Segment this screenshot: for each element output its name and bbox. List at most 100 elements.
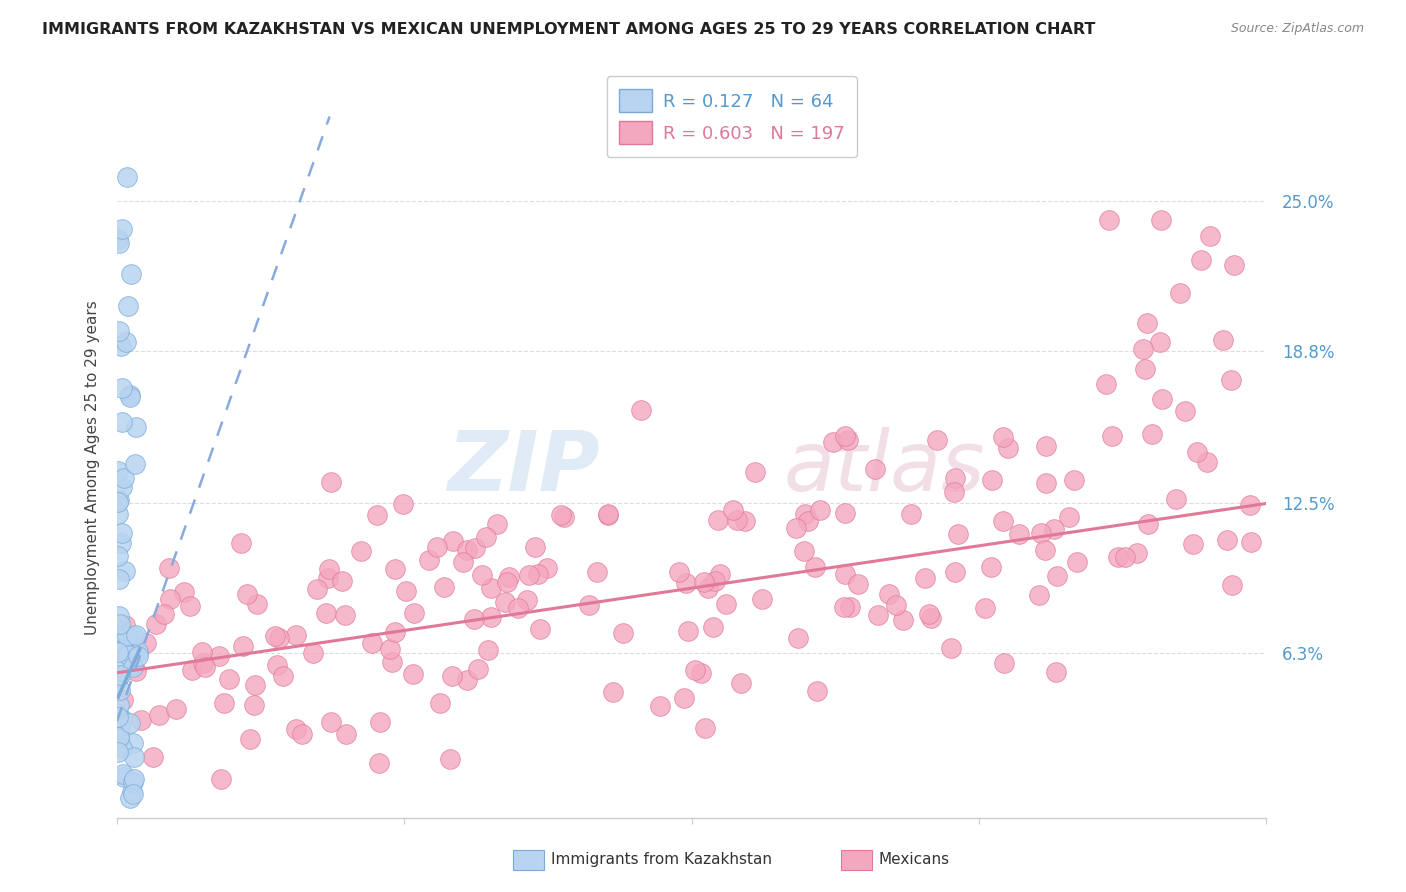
Point <box>381 655 404 669</box>
Point <box>804 560 827 574</box>
Point <box>1198 228 1220 243</box>
Point <box>125 628 148 642</box>
Point <box>124 772 146 787</box>
Point <box>110 617 132 632</box>
Point <box>212 696 235 710</box>
Point <box>527 567 550 582</box>
Point <box>1240 535 1263 549</box>
Point <box>112 643 135 657</box>
Point <box>114 564 136 578</box>
Point <box>117 648 139 663</box>
Point <box>751 592 773 607</box>
Point <box>208 649 231 664</box>
Point <box>920 610 942 624</box>
Point <box>806 683 828 698</box>
Point <box>117 299 139 313</box>
Point <box>703 574 725 589</box>
Point <box>942 484 965 499</box>
Point <box>823 435 845 450</box>
Point <box>725 513 748 527</box>
Point <box>107 745 129 759</box>
Point <box>891 613 914 627</box>
Point <box>395 583 418 598</box>
Point <box>1168 285 1191 300</box>
Point <box>180 663 202 677</box>
Point <box>706 513 728 527</box>
Point <box>321 715 343 730</box>
Point <box>111 415 134 429</box>
Point <box>993 429 1015 443</box>
Point <box>974 601 997 615</box>
Point <box>243 698 266 712</box>
Point <box>1150 213 1173 227</box>
Point <box>145 617 167 632</box>
Point <box>315 607 337 621</box>
Point <box>678 624 700 639</box>
Point <box>516 593 538 607</box>
Point <box>943 565 966 579</box>
Point <box>121 785 143 799</box>
Point <box>153 607 176 621</box>
Point <box>368 714 391 729</box>
Point <box>793 544 815 558</box>
Point <box>266 658 288 673</box>
Point <box>456 543 478 558</box>
Point <box>536 560 558 574</box>
Point <box>335 607 357 622</box>
Point <box>441 534 464 549</box>
Point <box>129 713 152 727</box>
Point <box>122 629 145 643</box>
Point <box>191 644 214 658</box>
Point <box>993 656 1015 670</box>
Point <box>1239 498 1261 512</box>
Point <box>107 549 129 563</box>
Point <box>914 571 936 585</box>
Point <box>832 600 855 615</box>
Point <box>1182 536 1205 550</box>
Point <box>946 526 969 541</box>
Point <box>108 573 131 587</box>
Point <box>108 730 131 744</box>
Point <box>1140 427 1163 442</box>
Point <box>110 641 132 656</box>
Point <box>111 526 134 541</box>
Text: Immigrants from Kazakhstan: Immigrants from Kazakhstan <box>551 853 772 867</box>
Point <box>165 702 187 716</box>
Point <box>668 565 690 579</box>
Point <box>108 236 131 251</box>
Point <box>695 721 717 735</box>
Point <box>1150 392 1173 407</box>
Point <box>264 629 287 643</box>
Point <box>1043 522 1066 536</box>
Point <box>110 536 132 550</box>
Y-axis label: Unemployment Among Ages 25 to 29 years: Unemployment Among Ages 25 to 29 years <box>86 300 100 634</box>
Point <box>1035 476 1057 491</box>
Point <box>367 756 389 770</box>
Point <box>426 540 449 554</box>
Point <box>107 698 129 712</box>
Point <box>612 626 634 640</box>
Point <box>121 774 143 789</box>
Point <box>114 618 136 632</box>
Point <box>834 567 856 582</box>
Point <box>110 222 132 236</box>
Point <box>456 673 478 687</box>
Point <box>1166 492 1188 507</box>
Point <box>321 475 343 490</box>
Point <box>879 587 901 601</box>
Point <box>1189 252 1212 267</box>
Point <box>285 627 308 641</box>
Point <box>243 678 266 692</box>
Point <box>107 706 129 721</box>
Text: Source: ZipAtlas.com: Source: ZipAtlas.com <box>1230 22 1364 36</box>
Point <box>124 420 146 434</box>
Point <box>318 562 340 576</box>
Point <box>1220 373 1243 387</box>
Point <box>1098 212 1121 227</box>
Point <box>834 429 856 443</box>
Point <box>124 458 146 472</box>
Point <box>120 791 142 805</box>
Point <box>107 709 129 723</box>
Point <box>477 642 499 657</box>
Point <box>596 507 619 521</box>
